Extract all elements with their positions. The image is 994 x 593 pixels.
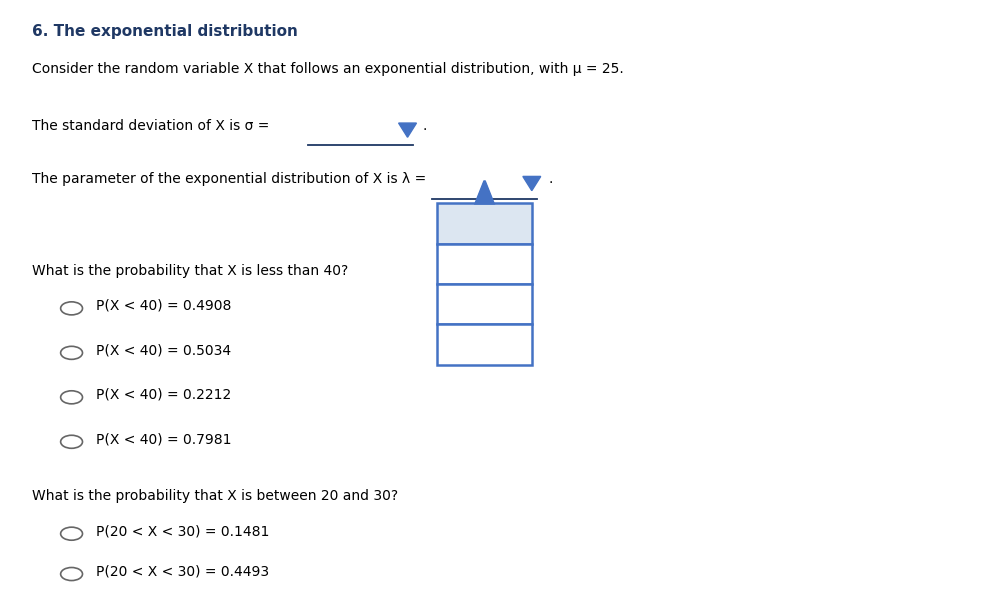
Text: What is the probability that X is between 20 and 30?: What is the probability that X is betwee… — [32, 489, 398, 503]
Text: 5.001: 5.001 — [465, 297, 504, 311]
Text: The standard deviation of X is σ =: The standard deviation of X is σ = — [32, 119, 269, 133]
Polygon shape — [523, 177, 541, 191]
Text: .: . — [549, 172, 553, 186]
FancyBboxPatch shape — [437, 203, 532, 244]
FancyBboxPatch shape — [437, 324, 532, 365]
Text: P(20 < X < 30) = 0.1481: P(20 < X < 30) = 0.1481 — [96, 524, 269, 538]
Polygon shape — [476, 181, 494, 203]
Text: .: . — [422, 119, 426, 133]
Text: P(X < 40) = 0.5034: P(X < 40) = 0.5034 — [96, 343, 232, 358]
Polygon shape — [399, 123, 416, 138]
Text: P(X < 40) = 0.7981: P(X < 40) = 0.7981 — [96, 432, 232, 447]
Text: What is the probability that X is less than 40?: What is the probability that X is less t… — [32, 264, 348, 278]
FancyBboxPatch shape — [437, 284, 532, 324]
FancyBboxPatch shape — [437, 244, 532, 284]
Text: The parameter of the exponential distribution of X is λ =: The parameter of the exponential distrib… — [32, 172, 426, 186]
Text: P(X < 40) = 0.2212: P(X < 40) = 0.2212 — [96, 388, 232, 402]
Text: P(X < 40) = 0.4908: P(X < 40) = 0.4908 — [96, 299, 232, 313]
Text: P(20 < X < 30) = 0.4493: P(20 < X < 30) = 0.4493 — [96, 565, 269, 579]
Text: 0.0016: 0.0016 — [460, 216, 509, 231]
Text: Consider the random variable X that follows an exponential distribution, with μ : Consider the random variable X that foll… — [32, 62, 623, 76]
Text: 6. The exponential distribution: 6. The exponential distribution — [32, 24, 297, 39]
Text: 25: 25 — [476, 337, 493, 352]
Text: 0.0400: 0.0400 — [460, 257, 509, 271]
